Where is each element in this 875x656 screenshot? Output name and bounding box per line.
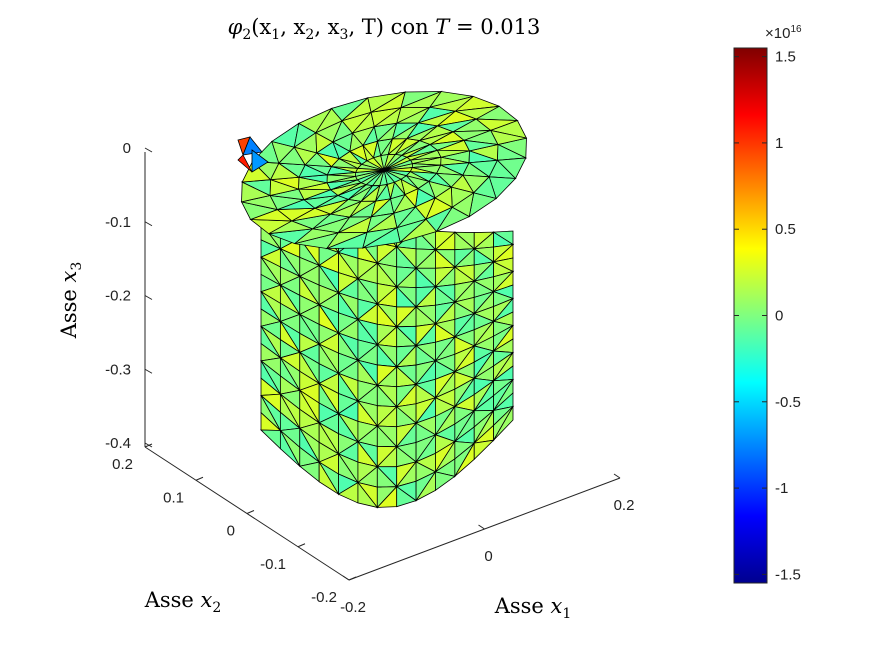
mesh-triangle (279, 430, 301, 467)
mesh-triangle (473, 439, 495, 461)
x2-tick-mark (144, 443, 153, 448)
chart-title: φ2(x1, x2, x3, T) con T = 0.013 (228, 15, 541, 43)
colorbar-exponent: ×1016 (765, 24, 802, 42)
x1-tick-label: -0.2 (340, 599, 366, 616)
x1-tick-mark (342, 575, 350, 581)
x2-tick-mark (348, 576, 357, 581)
x3-tick-label: -0.4 (105, 435, 131, 452)
x3-tick-mark (144, 368, 153, 374)
x1-tick-label: 0 (484, 548, 492, 565)
mesh-triangle (237, 154, 253, 173)
x3-axis-label: Asse x3 (57, 262, 85, 340)
colorbar-tick-label: 0.5 (775, 221, 796, 238)
colorbar-tick-label: -0.5 (775, 394, 801, 411)
mesh-triangle (410, 156, 442, 165)
mesh-triangle (436, 149, 470, 158)
x2-tick-label: -0.2 (311, 589, 337, 606)
x3-tick-mark (144, 221, 153, 227)
axis-ticks: 0 -0.1 -0.2 -0.3 -0.4 -0.2 -0.1 0 0.1 0.2 -0.2 0 0.2 (105, 140, 634, 616)
mesh-triangle (251, 149, 269, 173)
x1-tick-mark (478, 524, 485, 530)
x2-tick-label: 0 (227, 523, 235, 540)
x3-tick-label: -0.3 (105, 361, 131, 378)
x3-tick-label: -0.2 (105, 288, 131, 305)
mesh-triangle (490, 129, 527, 145)
x2-tick-label: -0.1 (260, 556, 286, 573)
x3-tick-mark (144, 147, 153, 153)
x2-tick-mark (246, 510, 255, 514)
mesh-triangle (435, 471, 456, 492)
x2-tick-label: 0.2 (112, 456, 133, 473)
mesh-triangle (357, 481, 379, 509)
x1-tick-mark (613, 473, 621, 479)
mesh-triangle (396, 485, 417, 508)
colorbar-tick-label: -1.5 (775, 566, 801, 583)
x3-tick-label: 0 (123, 140, 131, 157)
x2-tick-mark (195, 476, 204, 481)
colorbar-tick-label: 0 (775, 308, 783, 325)
mesh-surface (237, 90, 528, 509)
mesh-triangle (259, 429, 281, 450)
mesh-triangle (493, 405, 514, 441)
colorbar-tick-label: 1 (775, 135, 783, 152)
x3-tick-label: -0.1 (105, 214, 131, 231)
colorbar-tick-label: -1 (775, 480, 788, 497)
mesh-triangle (318, 460, 339, 495)
x2-axis-label: Asse x2 (144, 588, 222, 616)
x1-tick-label: 0.2 (614, 497, 635, 514)
x1-axis-label: Asse x1 (494, 594, 572, 622)
x2-tick-label: 0.1 (163, 489, 184, 506)
mesh-triangle (463, 139, 499, 152)
colorbar-tick-label: 1.5 (775, 49, 796, 66)
colorbar-ticks: 1.5 1 0.5 0 -0.5 -1 -1.5 (734, 49, 801, 583)
x3-tick-mark (144, 295, 153, 300)
x2-tick-mark (297, 543, 306, 548)
